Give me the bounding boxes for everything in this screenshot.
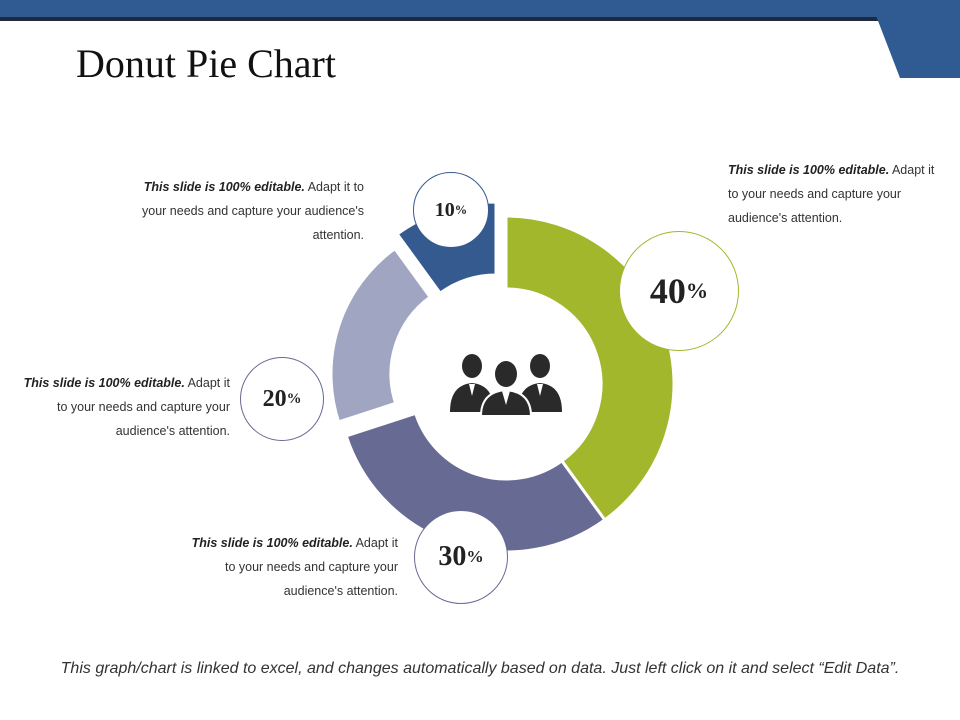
callout-left-text: Adapt it to your needs and capture your … <box>56 376 230 438</box>
callout-bottom-text: Adapt it to your needs and capture your … <box>224 536 398 598</box>
badge-10: 10% <box>413 172 489 248</box>
callout-bottom: This slide is 100% editable. Adapt it to… <box>178 531 398 603</box>
page-title: Donut Pie Chart <box>76 41 336 86</box>
callout-left-bold: This slide is 100% editable. <box>23 376 185 390</box>
callout-top-right-text: Adapt it to your needs and capture your … <box>728 163 935 225</box>
corner-accent <box>870 0 960 78</box>
callout-top-right: This slide is 100% editable. Adapt it to… <box>728 158 948 230</box>
callout-top-left-text: Adapt it to your needs and capture your … <box>142 180 364 242</box>
callout-top-left: This slide is 100% editable. Adapt it to… <box>140 175 364 247</box>
callout-left: This slide is 100% editable. Adapt it to… <box>10 371 230 443</box>
footer-note: This graph/chart is linked to excel, and… <box>60 660 900 677</box>
badge-10-percent: % <box>454 202 468 217</box>
donut-slice-30 <box>344 411 607 554</box>
callout-bottom-bold: This slide is 100% editable. <box>191 536 353 550</box>
donut-slice-20 <box>329 246 433 424</box>
people-group-icon <box>450 354 562 416</box>
badge-30: 30% <box>414 510 508 604</box>
badge-20-value: 20 <box>262 385 287 412</box>
badge-40-percent: % <box>685 278 709 303</box>
callout-top-left-bold: This slide is 100% editable. <box>143 180 305 194</box>
header-divider <box>0 17 880 21</box>
callout-top-right-bold: This slide is 100% editable. <box>728 163 890 177</box>
badge-30-value: 30 <box>438 541 467 572</box>
badge-20-percent: % <box>286 390 302 407</box>
header-band <box>0 0 960 18</box>
badge-10-value: 10 <box>434 198 455 221</box>
badge-40: 40% <box>619 231 739 351</box>
badge-20: 20% <box>240 357 324 441</box>
badge-30-percent: % <box>466 547 484 566</box>
badge-40-value: 40 <box>649 271 686 311</box>
